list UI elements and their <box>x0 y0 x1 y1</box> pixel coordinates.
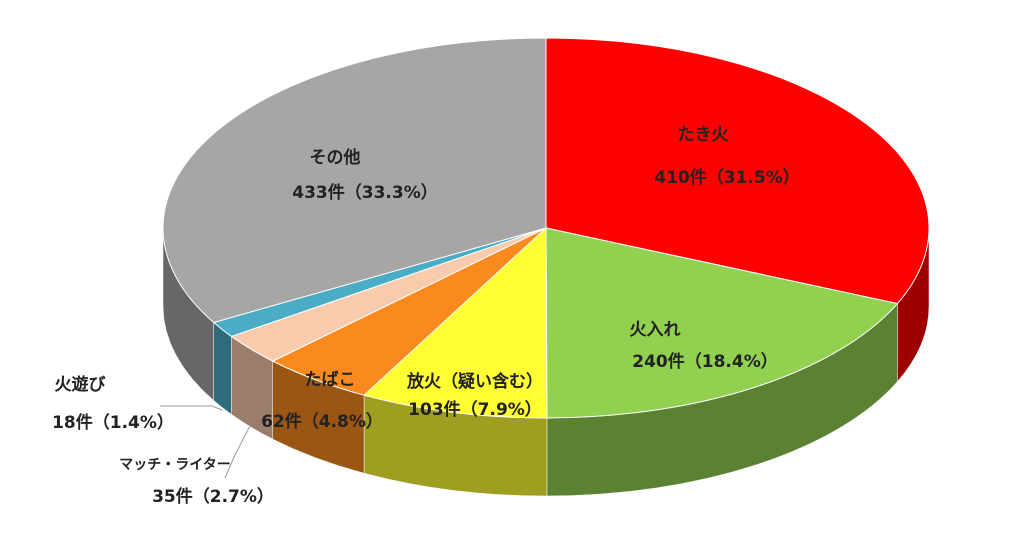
slice <box>545 37 930 305</box>
slice <box>162 37 547 324</box>
value-label: 433件（33.3%） <box>292 182 437 203</box>
category-label: マッチ・ライター <box>119 457 230 473</box>
leader-line <box>224 421 253 479</box>
value-label: 240件（18.4%） <box>632 351 777 372</box>
category-label: 放火（疑い含む） <box>406 371 543 392</box>
value-label: 35件（2.7%） <box>152 486 274 507</box>
category-label: 火遊び <box>55 374 106 395</box>
value-label: 410件（31.5%） <box>654 167 799 188</box>
category-label: たばこ <box>305 370 356 390</box>
category-label: 火入れ <box>630 320 681 340</box>
slice <box>363 226 548 419</box>
value-label: 62件（4.8%） <box>261 411 383 432</box>
category-label: その他 <box>310 147 361 168</box>
slice-side <box>213 321 232 415</box>
slice <box>545 227 899 419</box>
value-label: 18件（1.4%） <box>52 412 174 433</box>
leader-line <box>160 405 223 411</box>
value-label: 103件（7.9%） <box>408 399 542 420</box>
category-label: たき火 <box>678 125 730 145</box>
